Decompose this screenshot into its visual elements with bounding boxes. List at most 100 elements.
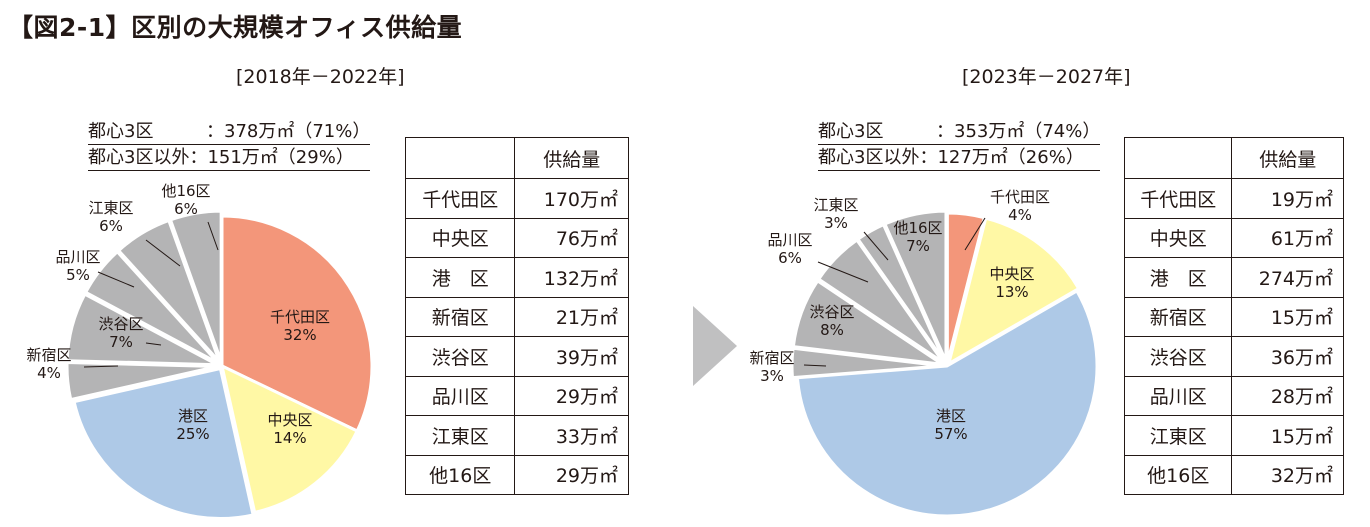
- slice-name-label: 他16区: [161, 182, 210, 200]
- arrow-right-icon: [693, 306, 737, 386]
- slice-percent-label: 6%: [778, 249, 802, 267]
- slice-name-label: 港区: [178, 407, 208, 425]
- pie-slice-6: [84, 250, 220, 365]
- slice-percent-label: 6%: [174, 200, 198, 218]
- summary-line-central: 都心3区 ：378万㎡（71%）: [88, 119, 371, 145]
- slice-name-label: 千代田区: [990, 188, 1050, 206]
- slice-percent-label: 7%: [109, 333, 133, 351]
- table-row: 渋谷区 39万㎡: [404, 336, 629, 377]
- slice-name-label: 中央区: [989, 265, 1034, 283]
- slice-percent-label: 14%: [273, 429, 306, 447]
- table-header-blank: [404, 137, 516, 179]
- summary-line-central: 都心3区 ：353万㎡（74%）: [818, 119, 1101, 145]
- table-header-row: 供給量: [404, 137, 629, 179]
- table-row: 港 区 132万㎡: [404, 257, 629, 298]
- amount-cell: 36万㎡: [1231, 336, 1344, 377]
- slice-percent-label: 8%: [820, 321, 844, 339]
- table-row: 渋谷区 36万㎡: [1123, 336, 1344, 377]
- amount-cell: 15万㎡: [1231, 296, 1344, 337]
- slice-name-label: 千代田区: [270, 308, 330, 326]
- table-row: 他16区 32万㎡: [1123, 454, 1344, 495]
- table-header-supply: 供給量: [514, 137, 629, 179]
- slice-percent-label: 3%: [760, 367, 784, 385]
- table-header-row: 供給量: [1123, 137, 1344, 179]
- summary-2023-2027: 都心3区 ：353万㎡（74%） 都心3区以外 ：127万㎡（26%）: [818, 119, 1101, 171]
- table-row: 千代田区 19万㎡: [1123, 178, 1344, 219]
- slice-name-label: 港区: [936, 407, 966, 425]
- ward-cell: 千代田区: [1123, 178, 1233, 219]
- slice-name-label: 渋谷区: [98, 315, 143, 333]
- slice-name-label: 渋谷区: [809, 303, 854, 321]
- amount-cell: 33万㎡: [514, 415, 629, 456]
- summary-value: ：353万㎡（74%）: [936, 121, 1101, 142]
- slice-percent-label: 57%: [934, 425, 967, 443]
- summary-line-other: 都心3区以外 ：151万㎡（29%）: [88, 145, 371, 171]
- table-row: 江東区 15万㎡: [1123, 415, 1344, 456]
- slice-name-label: 江東区: [88, 199, 133, 217]
- slice-percent-label: 3%: [824, 214, 848, 232]
- summary-line-other: 都心3区以外 ：127万㎡（26%）: [818, 145, 1101, 171]
- pie-slice-7: [117, 219, 221, 364]
- summary-value: ：378万㎡（71%）: [206, 121, 371, 142]
- ward-cell: 千代田区: [404, 178, 516, 219]
- period-label-2018-2022: [2018年－2022年]: [236, 66, 405, 88]
- slice-name-label: 品川区: [767, 231, 812, 249]
- slice-name-label: 新宿区: [749, 349, 794, 367]
- ward-cell: 品川区: [1123, 375, 1233, 416]
- summary-label: 都心3区以外: [818, 147, 920, 168]
- amount-cell: 21万㎡: [514, 296, 629, 337]
- pie-slice-2: [947, 216, 1081, 366]
- ward-cell: 渋谷区: [404, 336, 516, 377]
- slice-percent-label: 4%: [37, 364, 61, 382]
- ward-cell: 江東区: [404, 415, 516, 456]
- slice-percent-label: 5%: [66, 266, 90, 284]
- leader-line-6: [97, 271, 135, 288]
- amount-cell: 32万㎡: [1231, 454, 1344, 495]
- ward-cell: 港 区: [1123, 257, 1233, 298]
- ward-cell: 中央区: [404, 217, 516, 258]
- ward-cell: 他16区: [1123, 454, 1233, 495]
- ward-cell: 中央区: [1123, 217, 1233, 258]
- pie-slice-3: [795, 289, 1099, 518]
- figure-title: 【図2-1】区別の大規模オフィス供給量: [8, 13, 463, 42]
- leader-line-4: [803, 364, 827, 367]
- leader-line-7: [145, 239, 181, 267]
- slice-percent-label: 25%: [176, 425, 209, 443]
- table-header-supply: 供給量: [1231, 137, 1344, 179]
- summary-label: 都心3区: [88, 121, 154, 142]
- slice-name-label: 品川区: [55, 248, 100, 266]
- ward-cell: 渋谷区: [1123, 336, 1233, 377]
- table-row: 千代田区 170万㎡: [404, 178, 629, 219]
- slice-percent-label: 32%: [283, 326, 316, 344]
- pie-slice-7: [856, 223, 947, 364]
- amount-cell: 76万㎡: [514, 217, 629, 258]
- slice-name-label: 他16区: [893, 219, 942, 237]
- ward-cell: 他16区: [404, 454, 516, 495]
- amount-cell: 29万㎡: [514, 454, 629, 495]
- slice-name-label: 新宿区: [26, 346, 71, 364]
- amount-cell: 274万㎡: [1231, 257, 1344, 298]
- slice-percent-label: 4%: [1008, 206, 1032, 224]
- pie-slice-8: [883, 209, 948, 363]
- summary-label: 都心3区以外: [88, 147, 190, 168]
- pie-slice-5: [791, 279, 944, 366]
- slice-percent-label: 6%: [99, 217, 123, 235]
- leader-line-4: [83, 365, 119, 368]
- ward-cell: 江東区: [1123, 415, 1233, 456]
- table-row: 江東区 33万㎡: [404, 415, 629, 456]
- leader-line-1: [964, 217, 986, 251]
- ward-cell: 品川区: [404, 375, 516, 416]
- table-row: 品川区 28万㎡: [1123, 375, 1344, 416]
- pie-slice-5: [65, 292, 219, 367]
- pie-slice-8: [168, 209, 223, 363]
- amount-cell: 15万㎡: [1231, 415, 1344, 456]
- slice-percent-label: 7%: [906, 237, 930, 255]
- table-row: 中央区 61万㎡: [1123, 217, 1344, 258]
- summary-value: ：127万㎡（26%）: [919, 147, 1084, 168]
- period-label-2023-2027: [2023年－2027年]: [962, 66, 1131, 88]
- amount-cell: 170万㎡: [514, 178, 629, 219]
- slice-percent-label: 13%: [995, 283, 1028, 301]
- summary-label: 都心3区: [818, 121, 884, 142]
- table-row: 港 区 274万㎡: [1123, 257, 1344, 298]
